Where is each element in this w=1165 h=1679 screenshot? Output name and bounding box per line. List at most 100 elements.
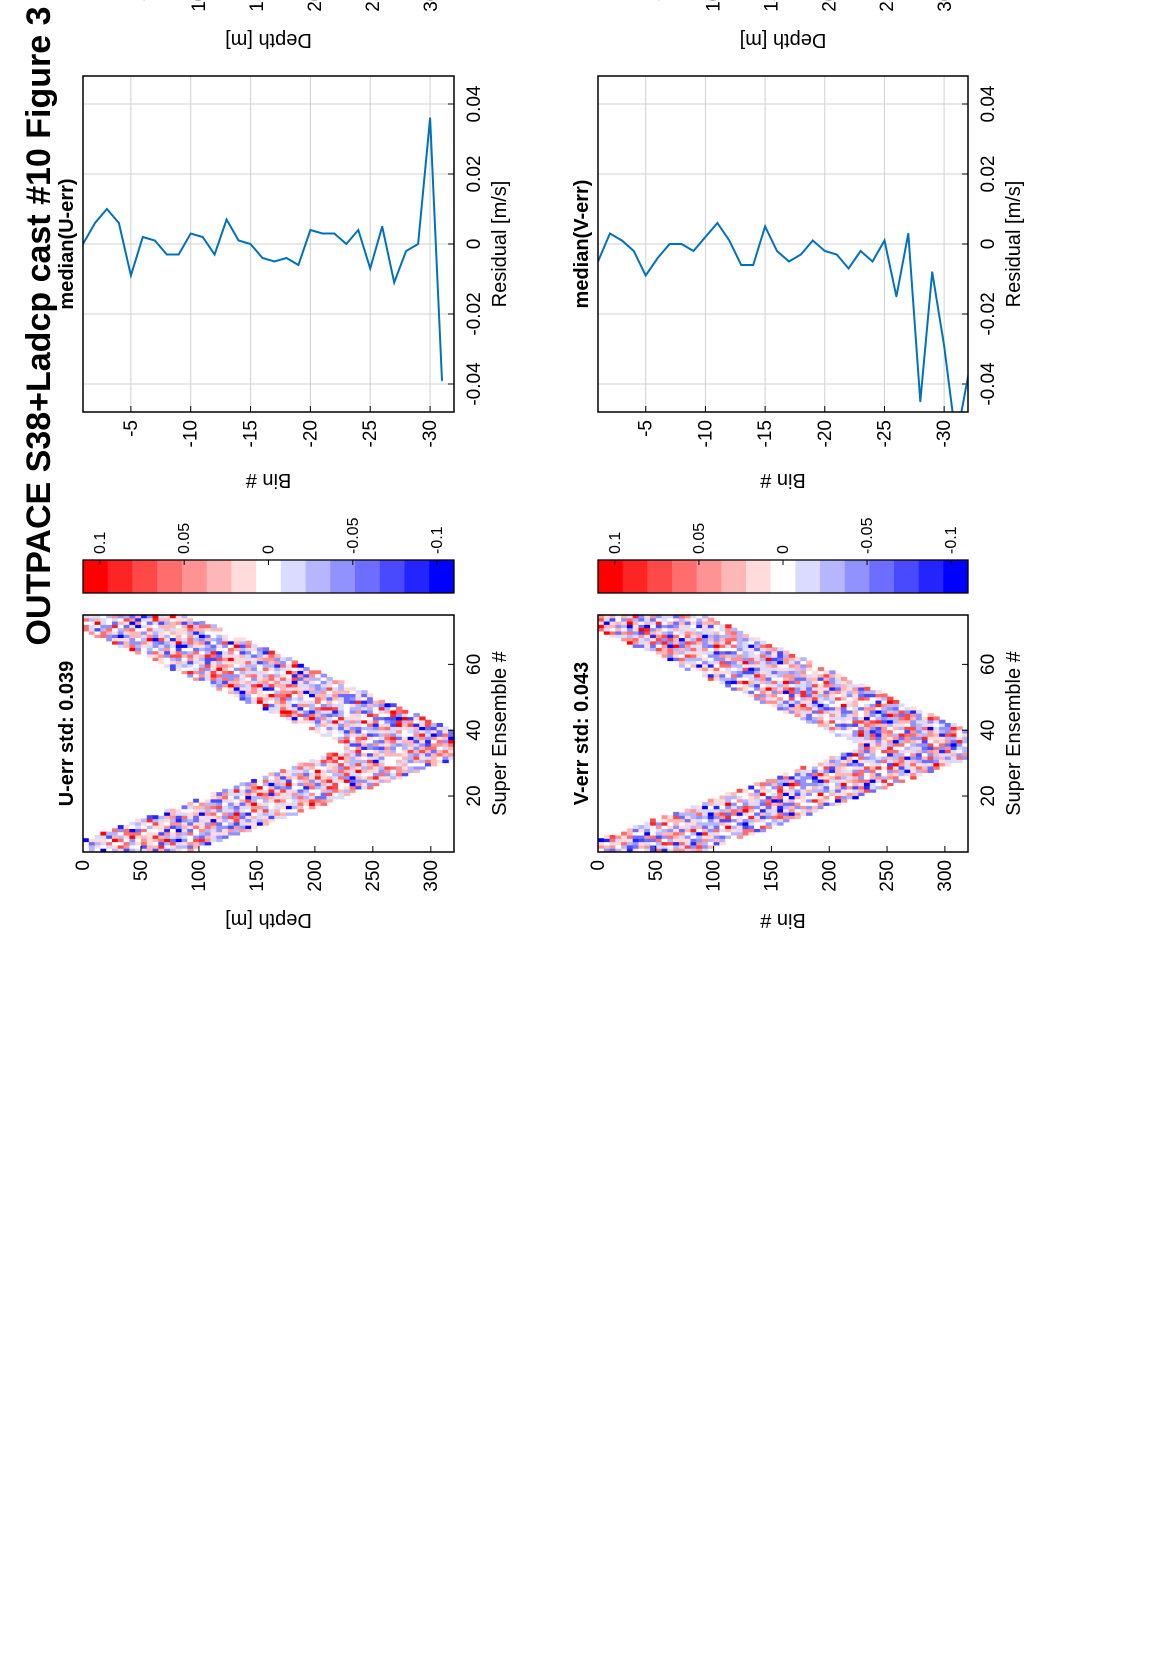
heatmap-cell [904, 742, 911, 747]
heatmap-cell [881, 693, 888, 698]
heatmap-cell [933, 716, 940, 721]
heatmap-cell [314, 798, 322, 803]
heatmap-cell [129, 834, 136, 839]
heatmap-cell [285, 696, 293, 701]
heatmap-cell [320, 723, 328, 727]
heatmap-cell [297, 693, 304, 698]
heatmap-cell [615, 831, 622, 836]
heatmap-cell [817, 716, 825, 721]
heatmap-cell [823, 723, 830, 727]
heatmap-cell [765, 795, 773, 800]
heatmap-cell [239, 657, 246, 662]
heatmap-cell [181, 663, 188, 668]
colorbar-swatch [429, 560, 455, 593]
heatmap-cell [944, 759, 952, 764]
heatmap-cell [800, 765, 807, 770]
heatmap-cell [904, 752, 911, 757]
heatmap-cell [927, 755, 934, 760]
heatmap-cell [245, 785, 252, 790]
heatmap-cell [759, 676, 767, 681]
heatmap-cell [401, 726, 409, 731]
heatmap-cell [950, 739, 958, 744]
heatmap-cell [783, 680, 790, 685]
heatmap-cell [372, 709, 380, 714]
data-point [345, 243, 348, 245]
heatmap-cell [280, 693, 287, 698]
heatmap-cell [158, 834, 165, 839]
heatmap-cell [765, 811, 773, 816]
heatmap-cell [355, 716, 362, 721]
heatmap-cell [887, 729, 894, 734]
heatmap-cell [384, 749, 391, 754]
heatmap-cell [338, 723, 345, 727]
heatmap-cell [887, 739, 894, 744]
heatmap-cell [962, 742, 969, 747]
heatmap-cell [280, 699, 287, 704]
heatmap-cell [944, 749, 952, 754]
heatmap-cell [765, 815, 773, 820]
heatmap-cell [309, 696, 316, 701]
heatmap-cell [175, 848, 183, 852]
heatmap-cell [256, 818, 264, 823]
heatmap-cell [846, 683, 853, 688]
heatmap-cell [690, 805, 697, 810]
heatmap-cell [164, 637, 171, 642]
heatmap-cell [338, 775, 345, 780]
heatmap-cell [169, 660, 177, 665]
heatmap-cell [117, 620, 125, 625]
heatmap-cell [210, 811, 217, 816]
median_u_err-frame [82, 75, 455, 413]
heatmap-cell [175, 617, 183, 622]
heatmap-cell [759, 670, 767, 675]
heatmap-cell [297, 716, 304, 721]
heatmap-cell [430, 759, 438, 764]
heatmap-cell [193, 620, 200, 625]
heatmap-cell [829, 782, 836, 787]
heatmap-cell [239, 821, 246, 826]
heatmap-cell [759, 680, 767, 685]
heatmap-cell [303, 775, 310, 780]
heatmap-cell [436, 742, 444, 747]
heatmap-cell [840, 696, 848, 701]
heatmap-cell [788, 706, 796, 711]
heatmap-cell [94, 624, 101, 629]
heatmap-cell [303, 686, 310, 691]
heatmap-cell [245, 821, 252, 826]
heatmap-cell [915, 746, 923, 750]
heatmap-cell [274, 811, 281, 816]
heatmap-cell [361, 693, 368, 698]
heatmap-cell [291, 673, 299, 678]
heatmap-cell [956, 736, 963, 741]
heatmap-cell [193, 798, 200, 803]
heatmap-cell [245, 667, 252, 671]
heatmap-cell [933, 719, 940, 724]
heatmap-cell [448, 749, 455, 754]
heatmap-cell [187, 802, 194, 806]
heatmap-cell [187, 653, 194, 658]
heatmap-cell [783, 782, 790, 787]
heatmap-cell [210, 667, 217, 671]
heatmap-cell [615, 838, 622, 843]
heatmap-cell [788, 653, 796, 658]
heatmap-cell [603, 841, 611, 846]
heatmap-cell [227, 805, 235, 810]
heatmap-cell [372, 729, 380, 734]
heatmap-cell [650, 834, 657, 839]
heatmap-cell [783, 696, 790, 701]
heatmap-cell [910, 762, 917, 767]
heatmap-cell [719, 808, 726, 813]
heatmap-cell [777, 667, 784, 671]
heatmap-cell [788, 657, 796, 662]
y-tick-label: 250 [363, 860, 384, 892]
heatmap-cell [869, 762, 877, 767]
heatmap-cell [442, 759, 449, 764]
heatmap-cell [146, 838, 154, 843]
heatmap-cell [106, 848, 113, 852]
heatmap-cell [169, 647, 177, 652]
heatmap-cell [835, 699, 842, 704]
x-tick-label: -0.02 [464, 292, 485, 335]
heatmap-cell [811, 762, 819, 767]
heatmap-cell [719, 815, 726, 820]
heatmap-cell [245, 699, 252, 704]
heatmap-cell [881, 752, 888, 757]
